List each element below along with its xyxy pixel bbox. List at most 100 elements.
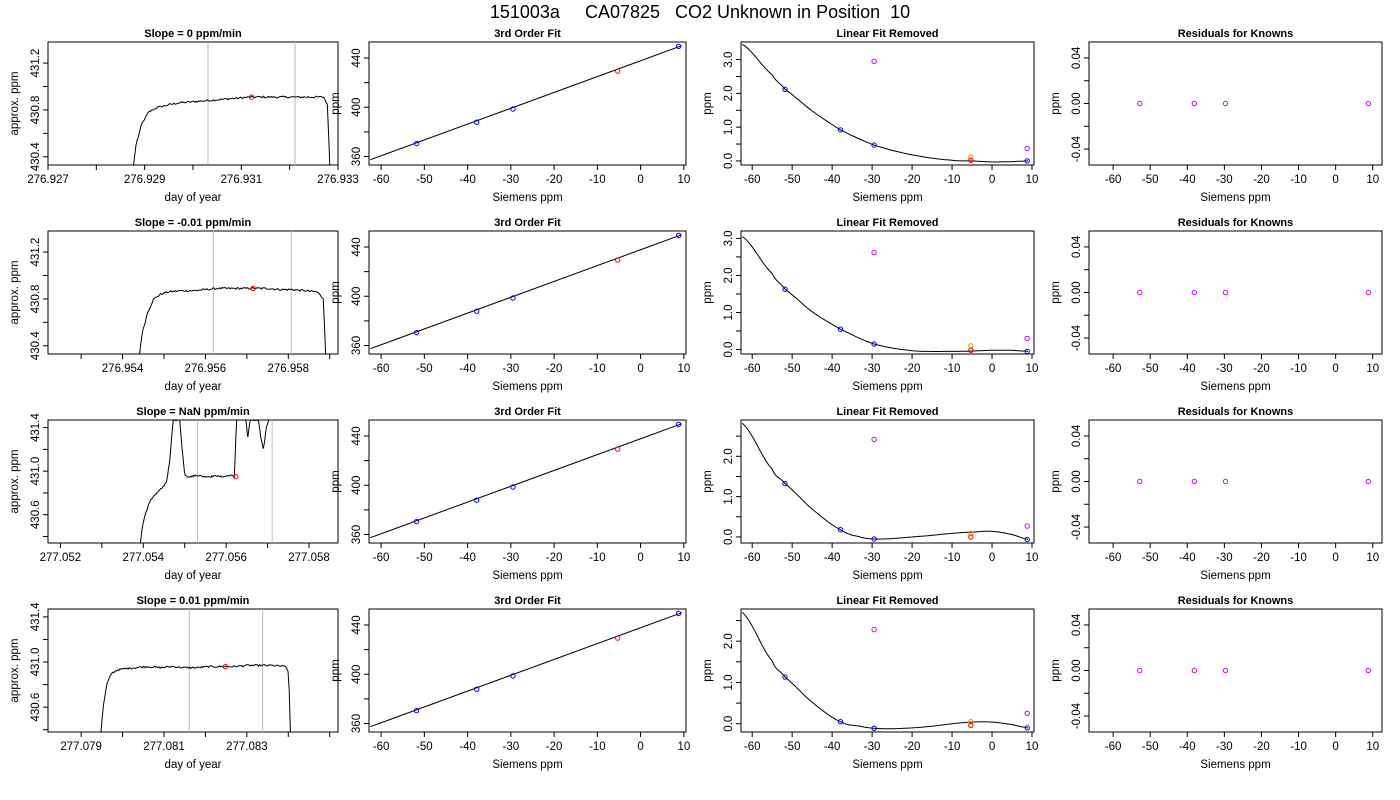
data-point-unknown — [968, 157, 974, 164]
data-point-known — [413, 140, 420, 147]
y-tick-label: 430.8 — [30, 96, 42, 125]
data-point-unknown — [233, 473, 239, 480]
data-point-known — [1024, 725, 1030, 731]
data-point-known — [510, 673, 516, 679]
plot-frame — [740, 608, 1035, 733]
data-point-known — [837, 326, 844, 332]
x-tick-label: -30 — [864, 552, 881, 564]
x-axis-label: day of year — [165, 192, 222, 204]
x-axis-label: Siemens ppm — [852, 570, 922, 582]
x-tick-label: 276.927 — [27, 174, 69, 186]
x-tick-label: -30 — [1216, 174, 1233, 186]
x-axis-label: day of year — [165, 381, 222, 393]
x-tick-label: -50 — [1142, 741, 1159, 753]
x-tick-label: 10 — [1366, 174, 1379, 186]
y-tick-label: -0.04 — [1071, 702, 1083, 729]
y-tick-label: 360 — [351, 336, 363, 355]
x-tick-label: -30 — [864, 741, 881, 753]
data-point-magenta — [871, 249, 877, 256]
y-tick-label: 431.4 — [30, 602, 42, 631]
y-tick-label: 0.0 — [723, 529, 735, 545]
fit-curve — [370, 45, 682, 161]
x-tick-label: -30 — [503, 552, 520, 564]
y-tick-label: 2.0 — [723, 633, 735, 649]
data-point-known — [837, 719, 844, 725]
data-point-magenta — [1137, 100, 1143, 107]
data-point-magenta — [1365, 478, 1372, 485]
x-tick-label: -40 — [1179, 741, 1196, 753]
plot-frame — [47, 419, 339, 544]
panel-r2c3: Linear Fit Removed -60 -50 -40 -30 -20 -10 0 10 0… — [702, 217, 1038, 393]
x-tick-label: 277.058 — [288, 552, 330, 564]
panel-r4c2: 3rd Order Fit -60 -50 -40 -30 -20 -10 0 10 360 400… — [330, 595, 690, 771]
y-axis-label: ppm — [702, 470, 714, 492]
y-tick-label: 431.4 — [30, 413, 42, 442]
data-point-known — [413, 707, 420, 714]
x-tick-label: -10 — [589, 174, 606, 186]
y-tick-label: 0.00 — [1071, 92, 1083, 114]
data-point-known — [675, 421, 682, 428]
x-tick-label: -60 — [373, 552, 390, 564]
panel-title: Linear Fit Removed — [836, 217, 938, 229]
x-tick-label: 276.956 — [185, 363, 227, 375]
x-tick-label: 0 — [989, 552, 995, 564]
x-tick-label: -40 — [824, 174, 841, 186]
plot-area — [741, 236, 1029, 352]
x-tick-label: 10 — [1366, 363, 1379, 375]
panel-r4c1: Slope = 0.01 ppm/min 277.079 277.081 277.08… — [9, 595, 339, 771]
x-tick-label: 0 — [1332, 552, 1338, 564]
data-point-magenta — [1137, 478, 1143, 485]
x-tick-label: -50 — [784, 741, 801, 753]
x-tick-label: 276.929 — [124, 174, 166, 186]
data-point-known — [413, 329, 420, 336]
data-point-orange — [968, 343, 974, 349]
data-point-known — [474, 686, 480, 692]
panel-r2c1: Slope = -0.01 ppm/min 276.954 276.956 276.9… — [9, 217, 339, 393]
y-tick-label: 400 — [351, 476, 363, 495]
y-tick-label: 431.0 — [30, 457, 42, 486]
x-axis-label: Siemens ppm — [492, 570, 562, 582]
x-tick-label: -20 — [546, 741, 563, 753]
x-tick-label: -20 — [904, 363, 921, 375]
x-tick-label: 10 — [1026, 741, 1039, 753]
x-tick-label: 0 — [1332, 174, 1338, 186]
x-tick-label: 277.052 — [40, 552, 82, 564]
x-tick-label: 0 — [637, 741, 643, 753]
x-tick-label: -10 — [1290, 741, 1307, 753]
x-tick-label: 276.933 — [317, 174, 359, 186]
y-tick-label: 440 — [351, 426, 363, 445]
data-point-magenta — [1365, 289, 1372, 296]
plot-frame — [740, 41, 1035, 166]
data-point-unknown — [968, 722, 974, 729]
data-point-known — [837, 127, 844, 133]
x-tick-label: 10 — [1366, 741, 1379, 753]
x-tick-label: 10 — [1026, 552, 1039, 564]
x-tick-label: -30 — [864, 363, 881, 375]
x-tick-label: -10 — [589, 552, 606, 564]
y-tick-label: 430.8 — [30, 285, 42, 314]
y-axis-label: ppm — [330, 281, 342, 303]
y-tick-label: 0.04 — [1071, 613, 1083, 636]
data-point-known — [510, 295, 516, 301]
x-tick-label: -50 — [784, 552, 801, 564]
y-axis-label: ppm — [702, 281, 714, 303]
x-tick-label: 276.958 — [267, 363, 309, 375]
plot-area — [370, 45, 682, 161]
y-tick-label: 430.6 — [30, 693, 42, 722]
data-point-known — [675, 610, 682, 617]
y-tick-label: 2.0 — [723, 267, 735, 283]
y-tick-label: 2.0 — [723, 448, 735, 464]
x-tick-label: 0 — [989, 363, 995, 375]
x-tick-label: -60 — [1105, 174, 1122, 186]
data-point-magenta — [1191, 100, 1198, 107]
x-tick-label: 0 — [989, 174, 995, 186]
plot-area — [370, 234, 682, 350]
y-tick-label: 360 — [351, 525, 363, 544]
x-tick-label: 0 — [1332, 363, 1338, 375]
data-point-orange — [968, 530, 974, 536]
x-tick-label: -10 — [944, 363, 961, 375]
x-tick-label: 10 — [677, 741, 690, 753]
plot-area — [370, 612, 682, 728]
y-tick-label: 360 — [351, 147, 363, 166]
y-tick-label: 0.0 — [723, 153, 735, 169]
